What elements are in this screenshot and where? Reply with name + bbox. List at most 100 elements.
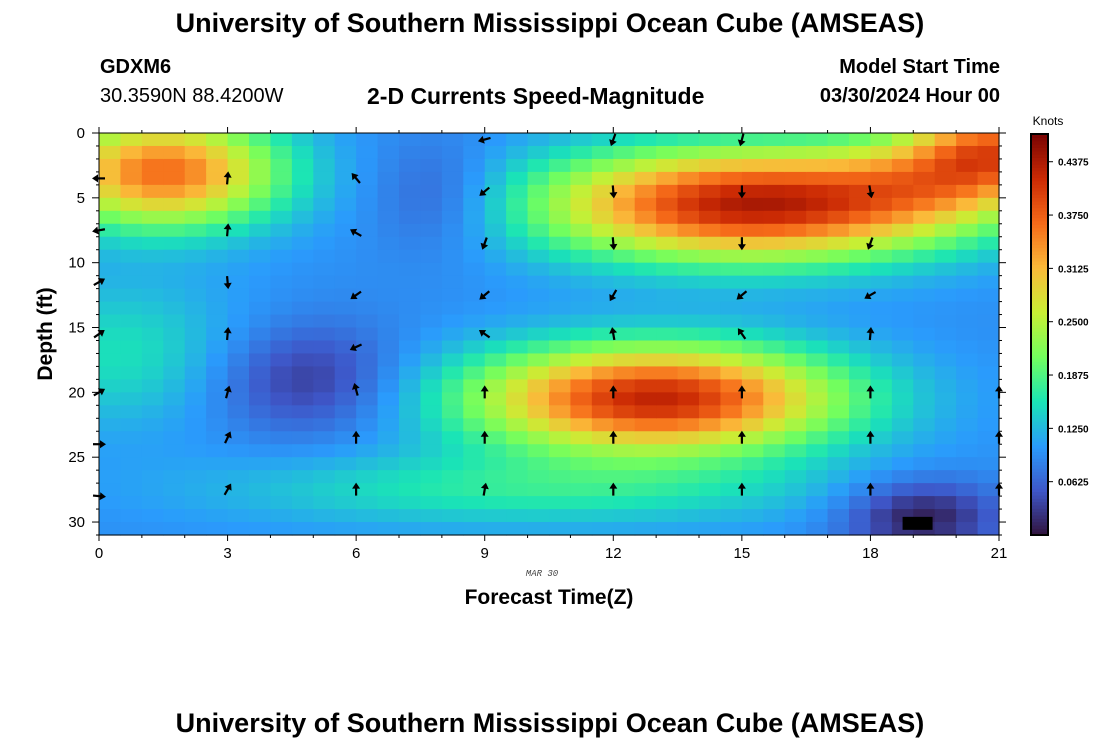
heatmap-cell	[291, 327, 314, 342]
heatmap-cell	[549, 158, 572, 173]
heatmap-cell	[120, 366, 143, 380]
heatmap-cell	[463, 405, 486, 419]
heatmap-cell	[806, 509, 829, 523]
colorbar-segment	[1031, 501, 1048, 506]
heatmap-cell	[656, 431, 679, 445]
colorbar-segment	[1031, 227, 1048, 232]
heatmap-cell	[377, 262, 400, 277]
heatmap-cell	[377, 483, 400, 497]
colorbar-segment	[1031, 357, 1048, 362]
heatmap-cell	[934, 444, 957, 458]
heatmap-cell	[913, 184, 936, 199]
heatmap-cell	[763, 249, 786, 264]
heatmap-cell	[549, 262, 572, 277]
colorbar-segment	[1031, 454, 1048, 459]
heatmap-cell	[227, 405, 250, 419]
colorbar-segment	[1031, 237, 1048, 242]
heatmap-cell	[677, 314, 700, 329]
heatmap-cell	[656, 470, 679, 484]
heatmap-cell	[99, 158, 122, 173]
heatmap-cell	[613, 223, 636, 238]
heatmap-cell	[784, 366, 807, 380]
heatmap-cell	[356, 418, 379, 432]
colorbar-segment	[1031, 217, 1048, 222]
heatmap-cell	[677, 210, 700, 225]
heatmap-cell	[913, 405, 936, 419]
heatmap-cell	[527, 353, 550, 368]
colorbar-segment	[1031, 190, 1048, 195]
heatmap-cell	[163, 236, 186, 251]
model-start-label: Model Start Time	[839, 56, 1000, 78]
heatmap-cell	[827, 197, 850, 212]
heatmap-cell	[463, 158, 486, 173]
heatmap-cell	[977, 249, 1000, 264]
heatmap-cell	[849, 210, 872, 225]
heatmap-cell	[977, 133, 1000, 147]
heatmap-cell	[399, 301, 422, 316]
heatmap-cell	[956, 340, 979, 355]
colorbar-segment	[1031, 478, 1048, 483]
colorbar-segment	[1031, 461, 1048, 466]
arrow-head	[609, 293, 617, 302]
arrow-head	[866, 191, 875, 199]
heatmap-cell	[120, 249, 143, 264]
heatmap-cell	[613, 145, 636, 160]
heatmap-cell	[399, 457, 422, 471]
heatmap-cell	[977, 327, 1000, 342]
heatmap-cell	[313, 405, 336, 419]
heatmap-cell	[784, 288, 807, 303]
heatmap-cell	[184, 509, 207, 523]
heatmap-cell	[249, 314, 272, 329]
heatmap-cell	[227, 496, 250, 510]
heatmap-cell	[227, 133, 250, 147]
heatmap-cell	[934, 327, 957, 342]
heatmap-cell	[656, 509, 679, 523]
arrow-head	[479, 188, 487, 196]
heatmap-cell	[677, 353, 700, 368]
heatmap-cell	[549, 522, 572, 536]
heatmap-cell	[720, 366, 743, 380]
heatmap-cell	[463, 340, 486, 355]
heatmap-cell	[291, 184, 314, 199]
heatmap-cell	[720, 249, 743, 264]
heatmap-cell	[206, 275, 229, 290]
heatmap-cell	[377, 366, 400, 380]
colorbar-segment	[1031, 324, 1048, 329]
arrow-head	[480, 430, 489, 437]
heatmap-cell	[527, 457, 550, 471]
heatmap-cell	[570, 197, 593, 212]
heatmap-cell	[484, 249, 507, 264]
heatmap-cell	[99, 340, 122, 355]
heatmap-cell	[99, 262, 122, 277]
heatmap-cell	[141, 431, 164, 445]
heatmap-cell	[699, 301, 722, 316]
heatmap-cell	[827, 262, 850, 277]
heatmap-cell	[141, 327, 164, 342]
current-arrow	[609, 133, 617, 147]
heatmap-cell	[99, 431, 122, 445]
heatmap-cell	[677, 301, 700, 316]
colorbar-tick-label: 0.1250	[1058, 424, 1089, 435]
heatmap-cell	[206, 158, 229, 173]
heatmap-cell	[141, 236, 164, 251]
heatmap-cell	[441, 145, 464, 160]
heatmap-cell	[441, 379, 464, 393]
heatmap-cell	[206, 457, 229, 471]
heatmap-cell	[806, 483, 829, 497]
heatmap-cell	[163, 405, 186, 419]
heatmap-cell	[549, 366, 572, 380]
heatmap-cell	[827, 275, 850, 290]
heatmap-cell	[613, 431, 636, 445]
heatmap-cell	[484, 522, 507, 536]
heatmap-cell	[677, 340, 700, 355]
heatmap-cell	[184, 327, 207, 342]
heatmap-cell	[120, 262, 143, 277]
heatmap-cell	[677, 249, 700, 264]
heatmap-cell	[356, 470, 379, 484]
heatmap-cell	[99, 483, 122, 497]
colorbar-segment	[1031, 147, 1048, 152]
colorbar-tick-label: 0.4375	[1058, 158, 1089, 169]
heatmap-cell	[420, 509, 443, 523]
heatmap-cell	[827, 288, 850, 303]
heatmap-cell	[956, 314, 979, 329]
